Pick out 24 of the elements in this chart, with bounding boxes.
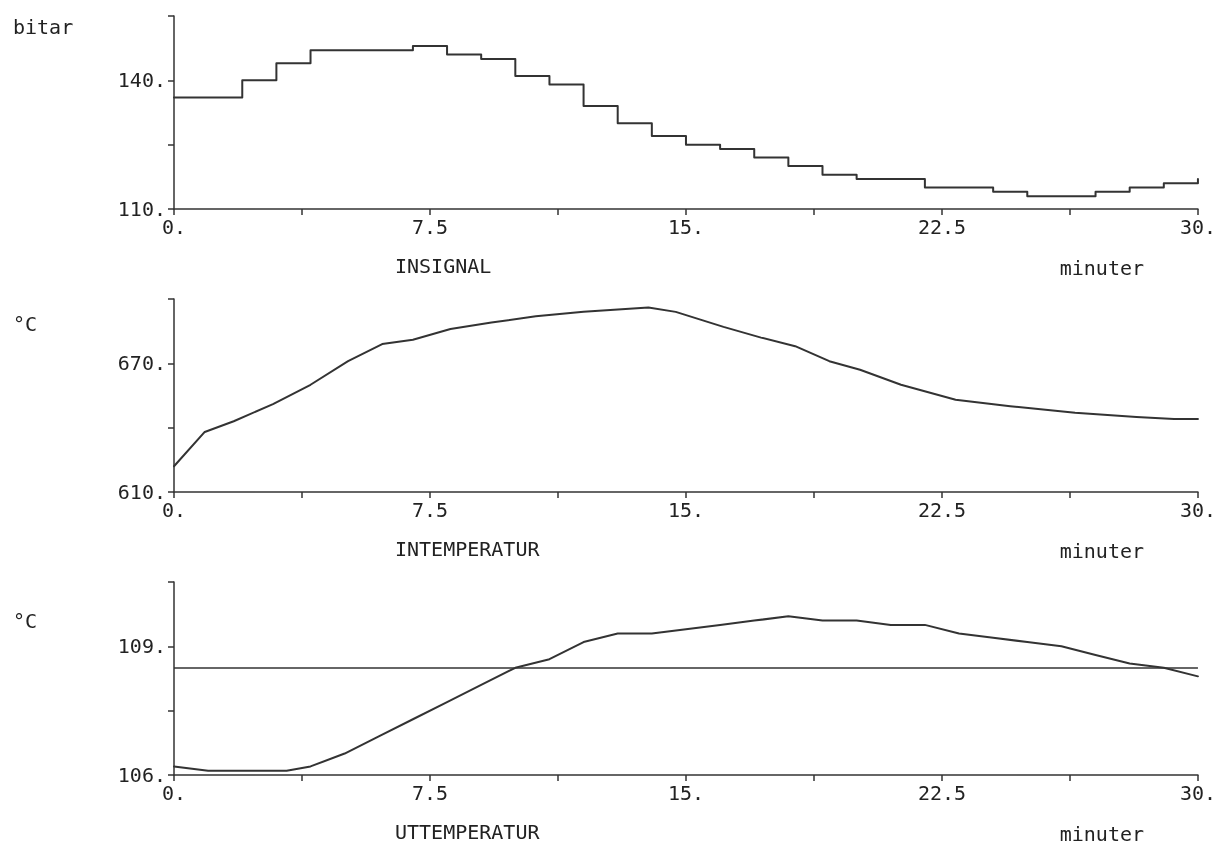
y-axis-title: °C: [13, 312, 38, 336]
x-tick-label: 15.: [667, 498, 705, 522]
x-axis-title: minuter: [1059, 256, 1145, 280]
text: INTEMPERATUR: [395, 537, 541, 561]
x-axis-title: minuter: [1059, 539, 1145, 563]
text: UTTEMPERATUR: [395, 820, 541, 844]
x-tick-label: 7.5: [411, 781, 449, 805]
y-axis-title: bitar: [13, 15, 74, 39]
x-tick-label: 7.5: [411, 215, 449, 239]
x-tick-label: 22.5: [917, 498, 967, 522]
y-tick-label: 670.: [117, 351, 166, 376]
text: INSIGNAL: [395, 254, 492, 278]
x-tick-label: 30.: [1179, 498, 1216, 522]
x-tick-label: 30.: [1179, 781, 1216, 805]
y-tick-label: 140.: [117, 68, 166, 93]
x-tick-label: 30.: [1179, 215, 1216, 239]
x-axis-title: minuter: [1059, 822, 1145, 846]
y-axis-title: °C: [13, 609, 38, 633]
x-tick-label: 22.5: [917, 215, 967, 239]
x-tick-label: 15.: [667, 781, 705, 805]
x-tick-label: 15.: [667, 215, 705, 239]
x-tick-label: 7.5: [411, 498, 449, 522]
x-tick-label: 22.5: [917, 781, 967, 805]
y-tick-label: 109.: [117, 634, 166, 659]
